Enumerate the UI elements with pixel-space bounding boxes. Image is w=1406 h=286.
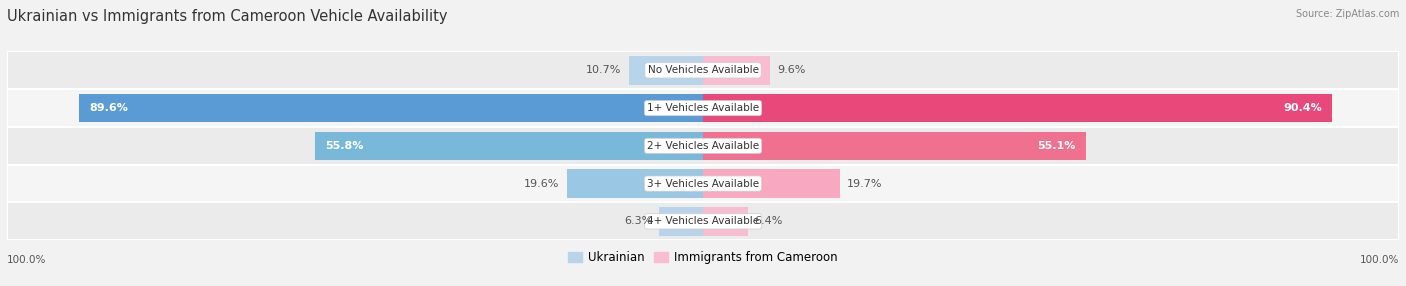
Bar: [703, 169, 841, 198]
Bar: [703, 94, 1331, 122]
Text: Source: ZipAtlas.com: Source: ZipAtlas.com: [1295, 9, 1399, 19]
Text: 90.4%: 90.4%: [1282, 103, 1322, 113]
Bar: [315, 132, 703, 160]
Text: 4+ Vehicles Available: 4+ Vehicles Available: [647, 217, 759, 226]
Text: No Vehicles Available: No Vehicles Available: [648, 65, 758, 75]
Text: 89.6%: 89.6%: [90, 103, 129, 113]
Bar: [7, 89, 1399, 127]
Text: 55.8%: 55.8%: [325, 141, 364, 151]
Text: 2+ Vehicles Available: 2+ Vehicles Available: [647, 141, 759, 151]
Bar: [79, 94, 703, 122]
Bar: [7, 202, 1399, 240]
Text: Ukrainian vs Immigrants from Cameroon Vehicle Availability: Ukrainian vs Immigrants from Cameroon Ve…: [7, 9, 447, 23]
Text: 9.6%: 9.6%: [776, 65, 806, 75]
Text: 100.0%: 100.0%: [7, 255, 46, 265]
Bar: [7, 51, 1399, 89]
Text: 6.4%: 6.4%: [755, 217, 783, 226]
Text: 3+ Vehicles Available: 3+ Vehicles Available: [647, 179, 759, 188]
Text: 19.7%: 19.7%: [846, 179, 883, 188]
Bar: [628, 56, 703, 85]
Text: 10.7%: 10.7%: [586, 65, 621, 75]
Text: 6.3%: 6.3%: [624, 217, 652, 226]
Text: 19.6%: 19.6%: [524, 179, 560, 188]
Bar: [703, 132, 1087, 160]
Text: 55.1%: 55.1%: [1038, 141, 1076, 151]
Text: 100.0%: 100.0%: [1360, 255, 1399, 265]
Bar: [659, 207, 703, 236]
Bar: [7, 127, 1399, 165]
Legend: Ukrainian, Immigrants from Cameroon: Ukrainian, Immigrants from Cameroon: [564, 246, 842, 269]
Bar: [7, 165, 1399, 202]
Bar: [703, 56, 770, 85]
Bar: [703, 207, 748, 236]
Bar: [567, 169, 703, 198]
Text: 1+ Vehicles Available: 1+ Vehicles Available: [647, 103, 759, 113]
